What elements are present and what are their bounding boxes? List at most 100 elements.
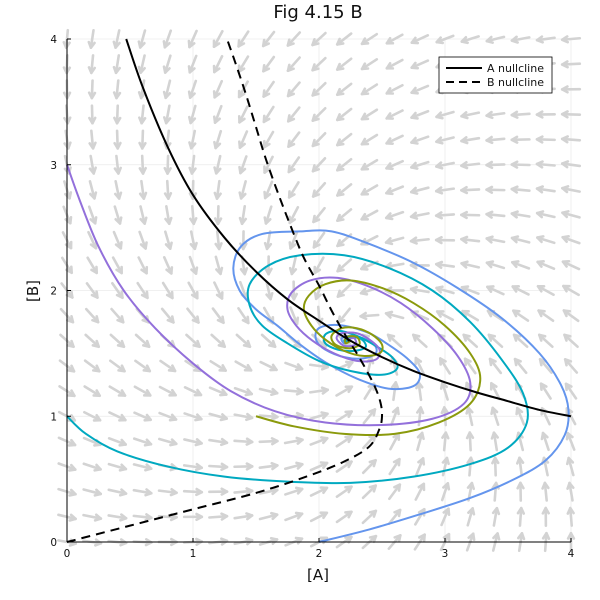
field-arrow [182, 462, 204, 472]
field-arrow [560, 110, 582, 119]
field-arrow [313, 256, 325, 275]
field-arrow [286, 106, 301, 123]
field-arrow [385, 109, 404, 120]
field-arrow [82, 513, 103, 522]
field-arrow [261, 30, 276, 48]
field-arrow [384, 210, 405, 221]
field-arrow [312, 206, 326, 224]
field-arrow [113, 179, 123, 200]
field-arrow [284, 361, 304, 372]
field-arrow [233, 412, 254, 422]
field-arrow [491, 506, 501, 527]
field-arrow [112, 79, 122, 100]
field-arrow [485, 110, 506, 120]
field-arrow [560, 35, 582, 44]
field-arrow [516, 506, 526, 527]
field-arrow [136, 281, 149, 300]
field-arrow [409, 186, 430, 195]
field-arrow [182, 487, 204, 497]
field-arrow [487, 333, 504, 349]
field-arrow [113, 154, 122, 175]
field-arrow [311, 157, 327, 173]
field-arrow [485, 185, 506, 194]
field-arrow [359, 311, 380, 321]
field-arrow [385, 33, 404, 45]
field-arrow [107, 436, 127, 447]
field-arrow [566, 506, 575, 527]
x-tick-label: 2 [316, 548, 323, 560]
field-arrow [388, 483, 402, 501]
field-arrow [385, 58, 404, 70]
b-nullcline [66, 38, 384, 543]
field-arrow [387, 508, 402, 526]
field-arrow [137, 54, 146, 75]
field-arrow [212, 29, 224, 49]
field-arrow [187, 281, 199, 300]
field-arrow [309, 411, 329, 421]
field-arrow [510, 210, 531, 219]
field-arrow [410, 84, 430, 95]
field-arrow [287, 156, 301, 174]
field-arrow [85, 282, 99, 299]
field-arrow [566, 481, 575, 502]
field-arrow [212, 104, 223, 124]
field-arrow [108, 359, 126, 373]
vector-field [57, 28, 582, 553]
field-arrow [188, 154, 197, 175]
field-arrow [490, 406, 500, 426]
field-arrow [258, 461, 279, 471]
field-arrow [512, 333, 529, 349]
field-arrow [211, 307, 225, 325]
field-arrow [133, 411, 152, 422]
field-arrow [238, 180, 247, 200]
a-nullcline [125, 38, 572, 418]
field-arrow [460, 160, 481, 170]
field-arrow [441, 431, 450, 452]
field-arrow [188, 255, 199, 275]
field-arrow [561, 259, 581, 271]
field-arrow [213, 179, 222, 200]
field-arrow [88, 129, 97, 150]
field-arrow [512, 309, 530, 322]
field-arrow [460, 260, 481, 269]
field-arrow [164, 230, 173, 250]
field-arrow [238, 130, 249, 149]
field-arrow [460, 35, 480, 45]
field-arrow [262, 105, 275, 124]
field-arrow [263, 230, 273, 251]
field-arrow [185, 333, 201, 349]
field-arrow [486, 285, 505, 296]
field-arrow [188, 129, 197, 150]
field-arrow [83, 385, 102, 398]
field-arrow [162, 79, 172, 100]
field-arrow [213, 129, 223, 150]
field-arrow [360, 158, 379, 171]
field-arrow [113, 104, 122, 125]
field-arrow [233, 437, 254, 446]
field-arrow [88, 154, 97, 175]
field-arrow [187, 54, 198, 74]
field-arrow [535, 185, 556, 194]
field-arrow [183, 385, 203, 397]
field-arrow [410, 34, 430, 45]
field-arrow [536, 235, 556, 245]
field-arrow [335, 410, 353, 423]
field-arrow [237, 30, 250, 48]
field-arrow [311, 181, 327, 198]
field-arrow [239, 255, 249, 276]
field-arrow [82, 462, 102, 472]
field-arrow [511, 285, 530, 296]
field-arrow [466, 456, 475, 477]
field-arrow [409, 285, 430, 295]
field-arrow [390, 406, 400, 426]
field-arrow [510, 110, 531, 119]
y-tick-label: 4 [50, 34, 57, 46]
field-arrow [238, 155, 248, 175]
field-arrow [560, 135, 582, 144]
field-arrow [335, 510, 353, 524]
field-arrow [435, 285, 455, 295]
field-arrow [138, 154, 147, 175]
field-arrow [311, 31, 327, 47]
field-arrow [158, 385, 177, 397]
field-arrow [440, 406, 449, 427]
